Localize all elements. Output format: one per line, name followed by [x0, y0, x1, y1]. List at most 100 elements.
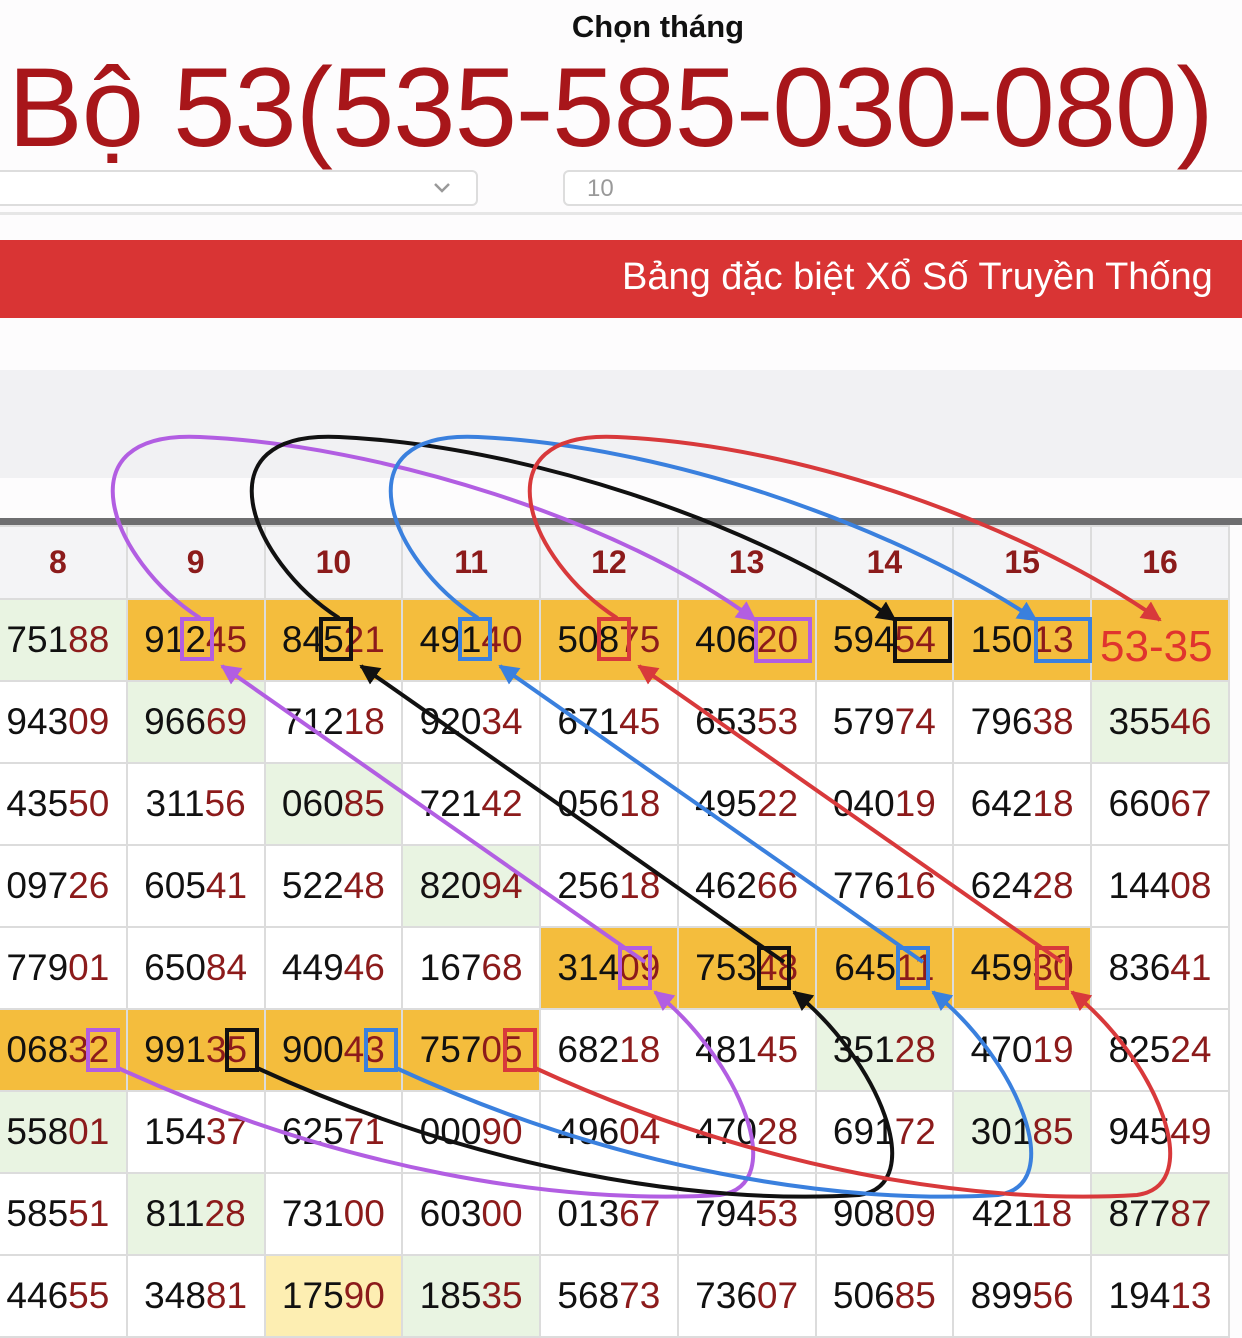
result-cell: 15437	[125, 1090, 266, 1174]
divider	[0, 212, 1242, 215]
result-cell: 16768	[401, 926, 541, 1010]
result-cell: 64511	[814, 926, 955, 1010]
table-caption-area	[0, 370, 1242, 478]
result-cell: 73607	[676, 1254, 817, 1338]
column-header-13: 13	[676, 525, 817, 600]
result-cell: 75348	[676, 926, 817, 1010]
result-cell: 49604	[539, 1090, 679, 1174]
column-header-8: 8	[0, 525, 128, 600]
result-cell: 00090	[401, 1090, 541, 1174]
result-cell: 72142	[401, 762, 541, 846]
result-cell: 64218	[952, 762, 1092, 846]
result-cell: 34881	[125, 1254, 266, 1338]
result-cell: 92034	[401, 680, 541, 764]
result-cell: 47019	[952, 1008, 1092, 1092]
results-table: 8 9 10 11 12 13 14 15 16 75188 91245 84521 49140 508…	[0, 525, 1230, 1338]
result-cell: 04019	[814, 762, 955, 846]
result-cell: 67145	[539, 680, 679, 764]
result-cell: 18535	[401, 1254, 541, 1338]
result-cell: 47028	[676, 1090, 817, 1174]
result-cell: 89956	[952, 1254, 1092, 1338]
year-select[interactable]	[0, 170, 478, 206]
result-cell: 79453	[676, 1172, 817, 1256]
result-cell: 69172	[814, 1090, 955, 1174]
result-cell: 30185	[952, 1090, 1092, 1174]
result-cell: 77901	[0, 926, 128, 1010]
column-header-15: 15	[952, 525, 1092, 600]
result-cell: 25618	[539, 844, 679, 928]
result-cell: 52248	[263, 844, 404, 928]
result-cell: 94549	[1090, 1090, 1230, 1174]
result-cell: 50685	[814, 1254, 955, 1338]
result-cell: 31156	[125, 762, 266, 846]
chevron-down-icon	[434, 183, 450, 193]
result-cell: 58551	[0, 1172, 128, 1256]
result-cell: 59454	[814, 598, 955, 682]
result-cell: 01367	[539, 1172, 679, 1256]
result-cell: 75705	[401, 1008, 541, 1092]
column-header-9: 9	[125, 525, 266, 600]
result-cell: 56873	[539, 1254, 679, 1338]
table-row: 55801 15437 62571 00090 49604 47028 69172 30185…	[0, 1090, 1230, 1174]
result-cell: 49140	[401, 598, 541, 682]
result-cell: 31409	[539, 926, 679, 1010]
result-cell: 82094	[401, 844, 541, 928]
result-cell: 06832	[0, 1008, 128, 1092]
column-header-12: 12	[539, 525, 679, 600]
month-select-value: 10	[587, 175, 614, 202]
result-cell: 49522	[676, 762, 817, 846]
result-cell: 40620	[676, 598, 817, 682]
result-cell: 62428	[952, 844, 1092, 928]
result-cell: 62571	[263, 1090, 404, 1174]
result-cell: 09726	[0, 844, 128, 928]
result-cell: 43550	[0, 762, 128, 846]
result-cell: 42118	[952, 1172, 1092, 1256]
result-cell: 99135	[125, 1008, 266, 1092]
result-cell: 65084	[125, 926, 266, 1010]
result-cell: 83641	[1090, 926, 1230, 1010]
result-cell: 60300	[401, 1172, 541, 1256]
result-cell: 82524	[1090, 1008, 1230, 1092]
column-header-11: 11	[401, 525, 541, 600]
table-row: 58551 81128 73100 60300 01367 79453 90809 42118…	[0, 1172, 1230, 1256]
result-cell: 55801	[0, 1090, 128, 1174]
column-header-14: 14	[814, 525, 955, 600]
result-cell: 75188	[0, 598, 128, 682]
result-cell: 87787	[1090, 1172, 1230, 1256]
result-cell: 05618	[539, 762, 679, 846]
result-cell: 35546	[1090, 680, 1230, 764]
table-row: 75188 91245 84521 49140 50875 40620 59454 15013…	[0, 598, 1230, 682]
column-header-16: 16	[1090, 525, 1230, 600]
result-cell: 48145	[676, 1008, 817, 1092]
month-select[interactable]: 10	[563, 170, 1242, 206]
result-cell: 19413	[1090, 1254, 1230, 1338]
table-row: 06832 99135 90043 75705 68218 48145 35128 47019…	[0, 1008, 1230, 1092]
result-cell: 91245	[125, 598, 266, 682]
header-row: 8 9 10 11 12 13 14 15 16	[0, 525, 1230, 600]
result-cell: 84521	[263, 598, 404, 682]
table-row: 43550 31156 06085 72142 05618 49522 04019 64218…	[0, 762, 1230, 846]
result-cell: 60541	[125, 844, 266, 928]
result-cell: 66067	[1090, 762, 1230, 846]
result-cell: 77616	[814, 844, 955, 928]
result-cell: 45930	[952, 926, 1092, 1010]
result-cell: 50875	[539, 598, 679, 682]
result-cell: 35128	[814, 1008, 955, 1092]
month-label: Chọn tháng	[571, 9, 745, 44]
table-banner: Bảng đặc biệt Xổ Số Truyền Thống	[0, 240, 1242, 318]
table-row: 09726 60541 52248 82094 25618 46266 77616 62428…	[0, 844, 1230, 928]
result-cell: 94309	[0, 680, 128, 764]
result-cell: 71218	[263, 680, 404, 764]
result-cell: 96669	[125, 680, 266, 764]
result-cell: 53-35	[1090, 598, 1230, 682]
banner-title: Bảng đặc biệt Xổ Số Truyền Thống	[622, 256, 1213, 298]
result-cell: 65353	[676, 680, 817, 764]
result-cell: 44655	[0, 1254, 128, 1338]
result-cell: 90043	[263, 1008, 404, 1092]
result-cell: 15013	[952, 598, 1092, 682]
result-cell: 17590	[263, 1254, 404, 1338]
overlay-title: Bộ 53(535-585-030-080)	[8, 45, 1214, 170]
result-cell: 57974	[814, 680, 955, 764]
result-cell: 68218	[539, 1008, 679, 1092]
result-cell: 44946	[263, 926, 404, 1010]
